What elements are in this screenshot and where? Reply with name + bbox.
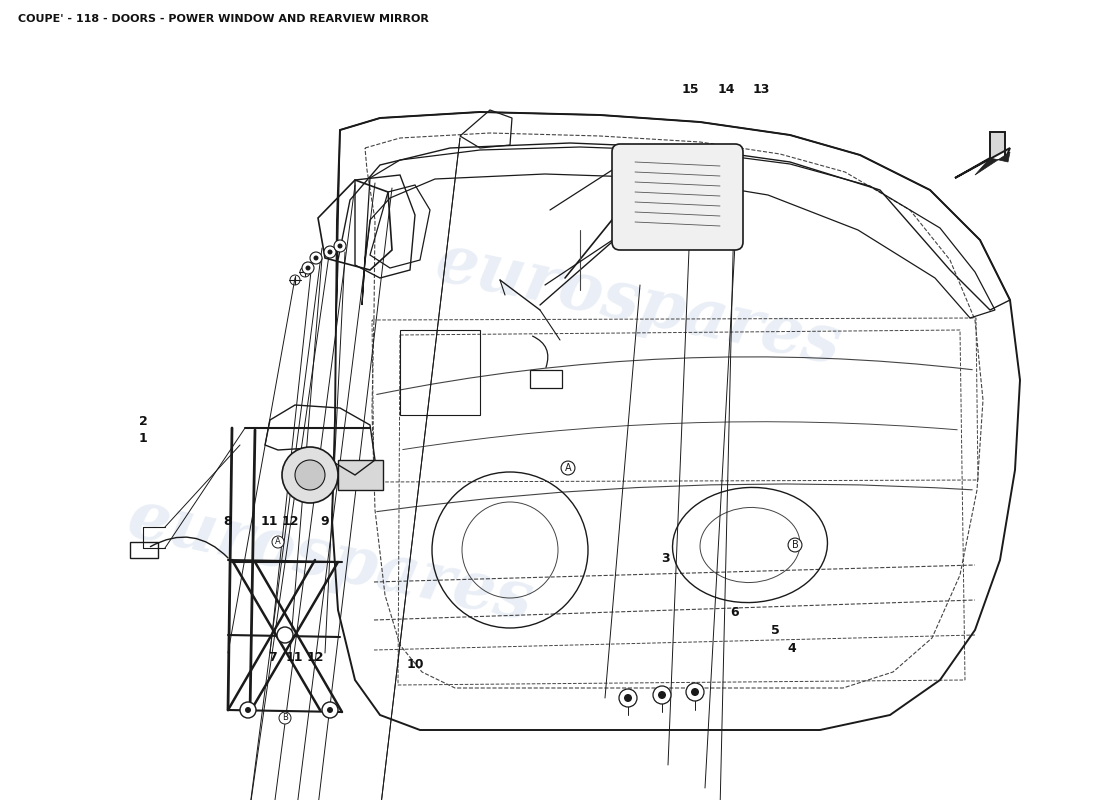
Circle shape xyxy=(624,694,632,702)
Circle shape xyxy=(314,255,319,261)
FancyBboxPatch shape xyxy=(612,144,742,250)
Circle shape xyxy=(619,689,637,707)
Text: 3: 3 xyxy=(661,552,670,565)
Circle shape xyxy=(310,252,322,264)
Text: 1: 1 xyxy=(139,432,147,445)
Circle shape xyxy=(322,702,338,718)
Polygon shape xyxy=(975,152,1010,175)
Text: A: A xyxy=(564,463,571,473)
Text: 9: 9 xyxy=(320,515,329,528)
Text: 7: 7 xyxy=(268,651,277,664)
Circle shape xyxy=(324,246,336,258)
Text: B: B xyxy=(792,540,799,550)
Circle shape xyxy=(302,262,313,274)
Circle shape xyxy=(691,688,698,696)
Text: 10: 10 xyxy=(407,658,425,670)
Circle shape xyxy=(338,243,342,249)
Circle shape xyxy=(245,707,251,713)
Text: 8: 8 xyxy=(223,515,232,528)
Text: 12: 12 xyxy=(282,515,299,528)
Text: 15: 15 xyxy=(682,83,700,96)
Circle shape xyxy=(327,707,333,713)
Text: COUPE' - 118 - DOORS - POWER WINDOW AND REARVIEW MIRROR: COUPE' - 118 - DOORS - POWER WINDOW AND … xyxy=(18,14,429,24)
Circle shape xyxy=(306,266,310,270)
Text: 12: 12 xyxy=(307,651,324,664)
Text: 4: 4 xyxy=(788,642,796,654)
Text: 11: 11 xyxy=(286,651,304,664)
Circle shape xyxy=(328,250,332,254)
Text: 6: 6 xyxy=(730,606,739,618)
Polygon shape xyxy=(955,132,1010,178)
Text: 11: 11 xyxy=(261,515,278,528)
Text: eurospares: eurospares xyxy=(429,230,847,378)
Text: B: B xyxy=(282,714,288,722)
Circle shape xyxy=(653,686,671,704)
Text: 5: 5 xyxy=(771,624,780,637)
Circle shape xyxy=(282,447,338,503)
FancyBboxPatch shape xyxy=(338,460,383,490)
Text: 14: 14 xyxy=(717,83,735,96)
Text: eurospares: eurospares xyxy=(121,486,539,634)
Circle shape xyxy=(658,691,666,699)
Circle shape xyxy=(334,240,346,252)
Circle shape xyxy=(686,683,704,701)
Text: 2: 2 xyxy=(139,415,147,428)
Text: A: A xyxy=(275,538,280,546)
Circle shape xyxy=(295,460,324,490)
Text: 13: 13 xyxy=(752,83,770,96)
Circle shape xyxy=(277,627,293,643)
Circle shape xyxy=(240,702,256,718)
